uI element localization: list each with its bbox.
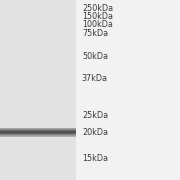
Bar [0, 132, 76, 133]
Bar [0, 133, 76, 134]
Bar [0, 135, 76, 136]
Text: 37kDa: 37kDa [82, 74, 108, 83]
Text: 150kDa: 150kDa [82, 12, 113, 21]
Bar [0, 136, 76, 137]
Bar [0, 133, 76, 134]
Text: 100kDa: 100kDa [82, 20, 113, 29]
Text: 75kDa: 75kDa [82, 29, 108, 38]
Text: 25kDa: 25kDa [82, 111, 108, 120]
Text: 250kDa: 250kDa [82, 4, 113, 13]
Text: 50kDa: 50kDa [82, 52, 108, 61]
Bar [0, 131, 76, 132]
Bar [0, 134, 76, 135]
Bar [0, 132, 76, 133]
Bar [0, 135, 76, 136]
Text: 15kDa: 15kDa [82, 154, 108, 163]
Bar [0, 130, 76, 131]
Bar [0, 128, 76, 129]
Bar [0, 134, 76, 135]
Bar [0, 0, 76, 180]
Bar [0, 129, 76, 130]
Text: 20kDa: 20kDa [82, 128, 108, 137]
Bar [0, 135, 76, 136]
Bar [0, 131, 76, 132]
Bar [0, 134, 76, 135]
Bar [0, 130, 76, 131]
Bar [0, 132, 76, 133]
Bar [0, 129, 76, 130]
Bar [0, 128, 76, 129]
